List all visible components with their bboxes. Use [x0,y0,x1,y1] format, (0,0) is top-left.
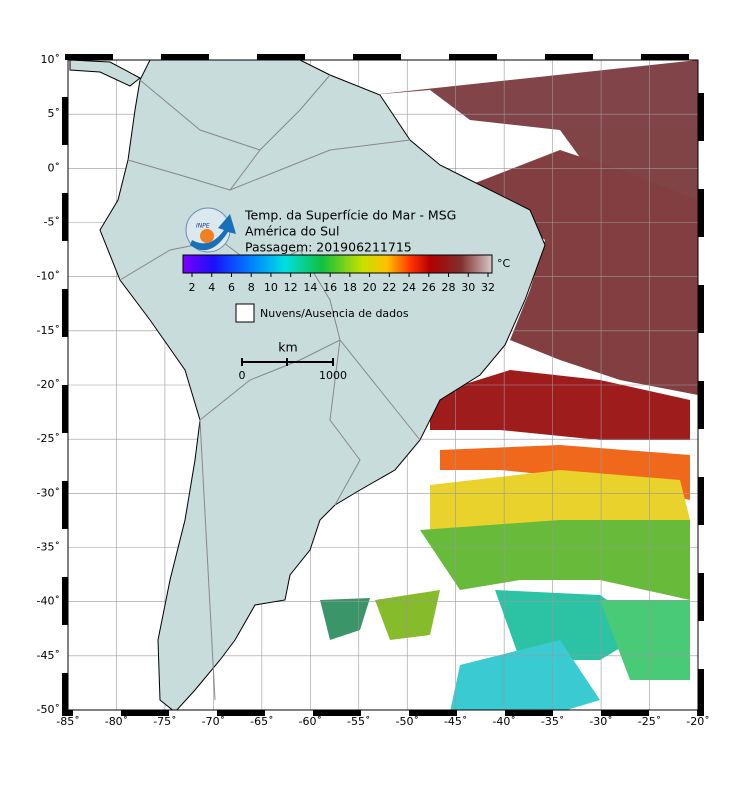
colorbar-tick-label: 30 [461,281,475,294]
colorbar-tick-label: 20 [363,281,377,294]
lon-tick-label: -45˚ [444,715,467,728]
legend-swatch [235,303,255,323]
lon-tick-label: -25˚ [638,715,661,728]
lon-tick-label: -75˚ [153,715,176,728]
colorbar-unit: °C [497,257,511,270]
logo: INPE [185,207,236,253]
lon-tick-label: -50˚ [395,715,418,728]
lat-tick-label: -45˚ [37,649,60,662]
lat-tick-label: -50˚ [37,703,60,716]
lon-tick-label: -40˚ [492,715,515,728]
logo-text: INPE [196,223,210,230]
lat-tick-label: -5˚ [44,216,60,229]
scale-end: 1000 [319,369,347,382]
central-america [69,60,141,87]
lon-tick-label: -70˚ [202,715,225,728]
lat-tick-label: 5˚ [48,107,61,120]
lat-tick-label: -30˚ [37,486,60,499]
lat-tick-label: 10˚ [41,53,61,66]
lon-tick-label: -85˚ [56,715,79,728]
lon-tick-label: -60˚ [299,715,322,728]
colorbar-tick-label: 6 [228,281,235,294]
map-area [68,60,698,710]
scale-bar [241,358,334,366]
colorbar-tick-label: 12 [284,281,298,294]
colorbar-tick-label: 2 [189,281,196,294]
lon-tick-label: -55˚ [347,715,370,728]
colorbar-tick-label: 32 [481,281,495,294]
colorbar-ticks: 2 4 6 8 10 12 14 16 18 20 22 24 26 28 30 32 [189,273,495,294]
colorbar-tick-label: 18 [343,281,357,294]
pass-time: Passagem: 201906211715 [245,240,412,255]
region: América do Sul [245,224,339,239]
colorbar-tick-label: 24 [402,281,416,294]
lat-tick-label: -25˚ [37,432,60,445]
colorbar-tick-label: 28 [442,281,456,294]
lat-tick-label: -20˚ [37,378,60,391]
scale-unit: km [278,340,297,355]
colorbar-tick-label: 16 [323,281,337,294]
lon-tick-label: -20˚ [686,715,709,728]
title: Temp. da Superfície do Mar - MSG [244,208,456,223]
lon-tick-label: -35˚ [541,715,564,728]
lon-tick-label: -65˚ [250,715,273,728]
colorbar-tick-label: 22 [382,281,396,294]
lat-tick-label: 0˚ [48,161,61,174]
legend-label: Nuvens/Ausencia de dados [260,307,409,320]
colorbar-tick-label: 10 [264,281,278,294]
lon-tick-label: -80˚ [105,715,128,728]
axis-labels: 10˚ 5˚ 0˚ -5˚ -10˚ -15˚ -20˚ -25˚ -30˚ -35˚ -40˚ -4… [37,53,710,728]
lat-tick-label: -40˚ [37,595,60,608]
scale-start: 0 [239,369,246,382]
colorbar-tick-label: 26 [422,281,436,294]
lon-tick-label: -30˚ [589,715,612,728]
sst-field [320,60,698,710]
lat-tick-label: -15˚ [37,324,60,337]
colorbar-tick-label: 8 [248,281,255,294]
colorbar [182,254,493,274]
lat-tick-label: -35˚ [37,541,60,554]
colorbar-tick-label: 14 [303,281,317,294]
lat-tick-label: -10˚ [37,270,60,283]
colorbar-tick-label: 4 [208,281,215,294]
